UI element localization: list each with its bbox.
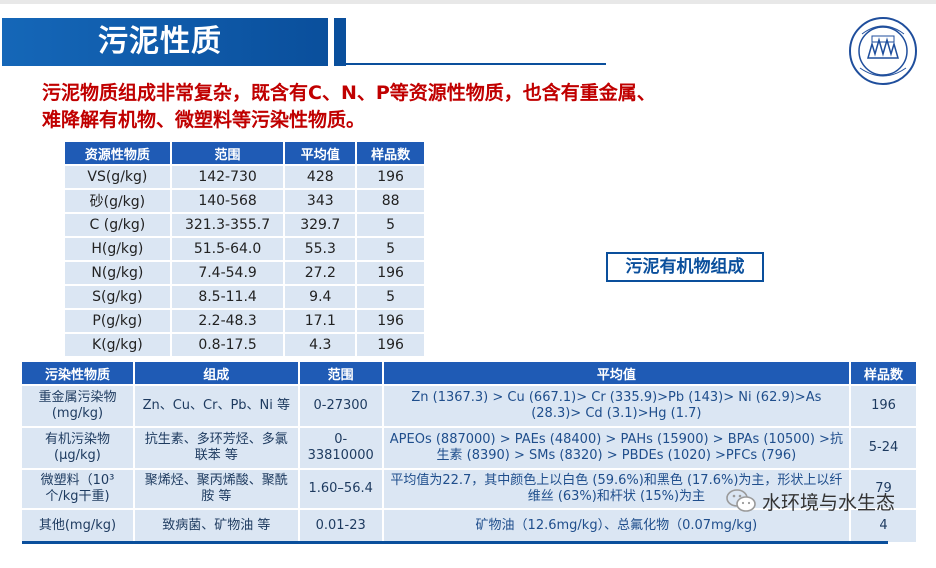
- resource-table-header: 资源性物质 范围 平均值 样品数: [65, 142, 426, 165]
- table-cell: 7.4-54.9: [170, 260, 286, 285]
- table-cell: 平均值为22.7，其中颜色上以白色 (59.6%)和黑色 (17.6%)为主，形…: [382, 468, 852, 509]
- watermark-text: 水环境与水生态: [762, 491, 896, 514]
- table-cell: 196: [356, 308, 426, 333]
- table-cell: 321.3-355.7: [170, 212, 286, 237]
- table-cell: 4.3: [284, 332, 358, 356]
- table-row: P(g/kg) 2.2-48.3 17.1 196: [65, 308, 426, 333]
- table-cell: 0.8-17.5: [170, 332, 286, 356]
- top-strip: [0, 0, 936, 4]
- header-cell: 组成: [133, 362, 300, 385]
- organic-composition-label: 污泥有机物组成: [606, 252, 764, 282]
- table-row: 重金属污染物(mg/kg) Zn、Cu、Cr、Pb、Ni 等 0-27300 Z…: [22, 384, 918, 427]
- table-cell: 343: [284, 188, 358, 213]
- header-cell: 样品数: [356, 142, 426, 165]
- wechat-icon: [726, 489, 756, 512]
- intro-line-2: 难降解有机物、微塑料等污染性物质。: [42, 109, 366, 131]
- header-cell: 资源性物质: [65, 142, 172, 165]
- table-cell: Zn (1367.3) > Cu (667.1)> Cr (335.9)>Pb …: [382, 384, 852, 427]
- table-row: 砂(g/kg) 140-568 343 88: [65, 188, 426, 213]
- table-cell: 其他(mg/kg): [22, 508, 135, 542]
- watermark: 水环境与水生态: [726, 486, 895, 516]
- table-cell: 2.2-48.3: [170, 308, 286, 333]
- table-cell: 196: [356, 164, 426, 189]
- table-cell: 8.5-11.4: [170, 284, 286, 309]
- table-row: S(g/kg) 8.5-11.4 9.4 5: [65, 284, 426, 309]
- table-cell: 196: [356, 260, 426, 285]
- table-cell: APEOs (887000) > PAEs (48400) > PAHs (15…: [382, 426, 852, 469]
- table-cell: 428: [284, 164, 358, 189]
- table-cell: 17.1: [284, 308, 358, 333]
- table-cell: 0.01-23: [298, 508, 384, 542]
- table-cell: 55.3: [284, 236, 358, 261]
- table-cell: 196: [356, 332, 426, 356]
- table-cell: 5: [356, 284, 426, 309]
- pollutant-table: 污染性物质 组成 范围 平均值 样品数 重金属污染物(mg/kg) Zn、Cu、…: [22, 362, 918, 542]
- table-cell: P(g/kg): [65, 308, 172, 333]
- table-cell: 抗生素、多环芳烃、多氯联苯 等: [133, 426, 300, 469]
- table-cell: 矿物油（12.6mg/kg）、总氟化物（0.07mg/kg): [382, 508, 852, 542]
- header-cell: 范围: [298, 362, 384, 385]
- resource-table: 资源性物质 范围 平均值 样品数 VS(g/kg) 142-730 428 19…: [65, 142, 426, 356]
- table-row: 微塑料（10³个/kg干重) 聚烯烃、聚丙烯酸、聚酰胺 等 1.60–56.4 …: [22, 468, 918, 509]
- table-row: N(g/kg) 7.4-54.9 27.2 196: [65, 260, 426, 285]
- table-cell: 27.2: [284, 260, 358, 285]
- pollutant-table-header: 污染性物质 组成 范围 平均值 样品数: [22, 362, 918, 385]
- table-cell: 88: [356, 188, 426, 213]
- table-cell: K(g/kg): [65, 332, 172, 356]
- table-cell: C (g/kg): [65, 212, 172, 237]
- table-cell: 有机污染物(μg/kg): [22, 426, 135, 469]
- table-row: H(g/kg) 51.5-64.0 55.3 5: [65, 236, 426, 261]
- title-underline: [346, 63, 606, 65]
- bottom-rule: [22, 541, 888, 544]
- table-cell: S(g/kg): [65, 284, 172, 309]
- table-cell: 140-568: [170, 188, 286, 213]
- table-cell: 微塑料（10³个/kg干重): [22, 468, 135, 509]
- table-cell: H(g/kg): [65, 236, 172, 261]
- header-cell: 污染性物质: [22, 362, 135, 385]
- table-row: 其他(mg/kg) 致病菌、矿物油 等 0.01-23 矿物油（12.6mg/k…: [22, 508, 918, 542]
- intro-text: 污泥物质组成非常复杂，既含有C、N、P等资源性物质，也含有重金属、 难降解有机物…: [42, 80, 822, 134]
- table-cell: 重金属污染物(mg/kg): [22, 384, 135, 427]
- table-cell: 9.4: [284, 284, 358, 309]
- header-cell: 平均值: [284, 142, 358, 165]
- intro-line-1: 污泥物质组成非常复杂，既含有C、N、P等资源性物质，也含有重金属、: [42, 82, 656, 104]
- table-cell: 196: [850, 384, 918, 427]
- title-banner: 污泥性质: [2, 18, 328, 66]
- table-cell: VS(g/kg): [65, 164, 172, 189]
- table-cell: N(g/kg): [65, 260, 172, 285]
- table-cell: 0-27300: [298, 384, 384, 427]
- page-title: 污泥性质: [98, 24, 222, 59]
- title-accent: [334, 18, 346, 66]
- table-cell: 51.5-64.0: [170, 236, 286, 261]
- header-cell: 范围: [170, 142, 286, 165]
- table-cell: 142-730: [170, 164, 286, 189]
- table-cell: 79: [850, 468, 918, 509]
- table-row: VS(g/kg) 142-730 428 196: [65, 164, 426, 189]
- table-cell: 5-24: [850, 426, 918, 469]
- table-cell: 5: [356, 236, 426, 261]
- table-cell: 1.60–56.4: [298, 468, 384, 509]
- table-row: K(g/kg) 0.8-17.5 4.3 196: [65, 332, 426, 356]
- table-row: C (g/kg) 321.3-355.7 329.7 5: [65, 212, 426, 237]
- table-cell: 329.7: [284, 212, 358, 237]
- header-cell: 样品数: [850, 362, 918, 385]
- table-cell: 聚烯烃、聚丙烯酸、聚酰胺 等: [133, 468, 300, 509]
- table-cell: 0-33810000: [298, 426, 384, 469]
- table-cell: 砂(g/kg): [65, 188, 172, 213]
- table-cell: 致病菌、矿物油 等: [133, 508, 300, 542]
- university-seal-icon: [849, 17, 917, 85]
- table-row: 有机污染物(μg/kg) 抗生素、多环芳烃、多氯联苯 等 0-33810000 …: [22, 426, 918, 469]
- table-cell: 4: [850, 508, 918, 542]
- header-cell: 平均值: [382, 362, 852, 385]
- table-cell: 5: [356, 212, 426, 237]
- table-cell: Zn、Cu、Cr、Pb、Ni 等: [133, 384, 300, 427]
